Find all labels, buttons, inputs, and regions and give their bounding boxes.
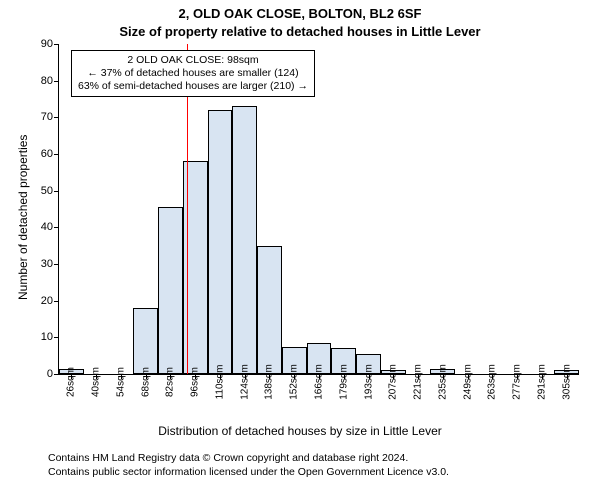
x-tick-label: 166sqm — [314, 364, 325, 400]
y-tick-label: 50 — [41, 185, 53, 197]
histogram-bar — [133, 308, 158, 374]
plot-area: 010203040506070809026sqm40sqm54sqm68sqm8… — [58, 44, 579, 375]
y-tick-label: 10 — [41, 331, 53, 343]
y-tick-mark — [54, 264, 59, 265]
annotation-line3: 63% of semi-detached houses are larger (… — [78, 80, 308, 93]
histogram-bar — [232, 106, 257, 374]
y-tick-label: 40 — [41, 221, 53, 233]
chart-title-line1: 2, OLD OAK CLOSE, BOLTON, BL2 6SF — [0, 6, 600, 21]
chart-title-line2: Size of property relative to detached ho… — [0, 24, 600, 39]
y-tick-mark — [54, 117, 59, 118]
y-tick-mark — [54, 301, 59, 302]
x-tick-label: 82sqm — [165, 367, 176, 397]
histogram-bar — [257, 246, 282, 374]
annotation-line2: ← 37% of detached houses are smaller (12… — [78, 67, 308, 80]
y-tick-mark — [54, 44, 59, 45]
y-axis-label: Number of detached properties — [16, 135, 30, 300]
x-tick-label: 68sqm — [140, 367, 151, 397]
histogram-bar — [208, 110, 233, 374]
x-tick-label: 249sqm — [462, 364, 473, 400]
y-tick-mark — [54, 227, 59, 228]
annotation-line1: 2 OLD OAK CLOSE: 98sqm — [78, 54, 308, 67]
y-tick-label: 30 — [41, 258, 53, 270]
x-tick-label: 152sqm — [289, 364, 300, 400]
y-tick-label: 70 — [41, 111, 53, 123]
x-tick-label: 263sqm — [487, 364, 498, 400]
y-tick-label: 0 — [47, 368, 53, 380]
y-tick-label: 60 — [41, 148, 53, 160]
annotation-box: 2 OLD OAK CLOSE: 98sqm← 37% of detached … — [71, 50, 315, 97]
x-tick-label: 305sqm — [561, 364, 572, 400]
x-tick-label: 179sqm — [338, 364, 349, 400]
y-tick-mark — [54, 191, 59, 192]
x-tick-label: 291sqm — [536, 364, 547, 400]
y-tick-label: 20 — [41, 295, 53, 307]
y-tick-label: 90 — [41, 38, 53, 50]
y-tick-mark — [54, 374, 59, 375]
x-tick-label: 96sqm — [190, 367, 201, 397]
footer-line2: Contains public sector information licen… — [48, 466, 449, 480]
y-tick-mark — [54, 81, 59, 82]
x-axis-label: Distribution of detached houses by size … — [0, 424, 600, 438]
x-tick-label: 138sqm — [264, 364, 275, 400]
x-tick-label: 40sqm — [91, 367, 102, 397]
histogram-bar — [158, 207, 183, 374]
x-tick-label: 26sqm — [66, 367, 77, 397]
x-tick-label: 54sqm — [115, 367, 126, 397]
y-tick-mark — [54, 337, 59, 338]
x-tick-label: 277sqm — [512, 364, 523, 400]
x-tick-label: 124sqm — [239, 364, 250, 400]
x-tick-label: 235sqm — [437, 364, 448, 400]
footer-line1: Contains HM Land Registry data © Crown c… — [48, 452, 449, 466]
chart-container: 2, OLD OAK CLOSE, BOLTON, BL2 6SF Size o… — [0, 0, 600, 500]
x-tick-label: 110sqm — [214, 365, 225, 400]
x-tick-label: 221sqm — [413, 364, 424, 400]
footer-copyright: Contains HM Land Registry data © Crown c… — [48, 452, 449, 479]
x-tick-label: 193sqm — [363, 364, 374, 400]
y-tick-mark — [54, 154, 59, 155]
y-tick-label: 80 — [41, 75, 53, 87]
x-tick-label: 207sqm — [388, 364, 399, 400]
